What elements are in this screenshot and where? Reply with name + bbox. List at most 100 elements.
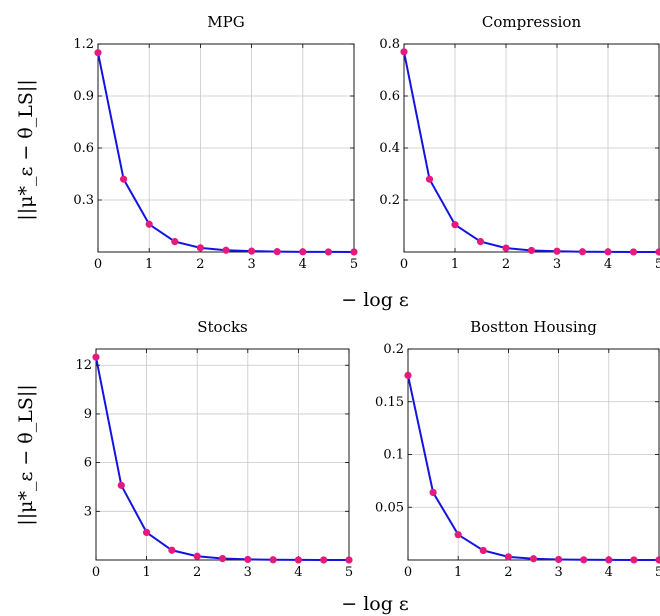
x-tick-label: 0 xyxy=(404,565,412,580)
y-tick-label: 0.15 xyxy=(375,395,404,410)
data-point xyxy=(119,175,128,183)
x-tick-label: 3 xyxy=(244,565,252,580)
data-point xyxy=(92,353,100,361)
data-point xyxy=(655,556,660,564)
data-point xyxy=(320,556,328,564)
x-tick-label: 3 xyxy=(247,257,255,272)
panel-title: MPG xyxy=(207,13,244,31)
y-tick-label: 0.6 xyxy=(379,89,400,104)
data-point xyxy=(324,248,333,256)
x-tick-label: 5 xyxy=(655,565,660,580)
y-axis-label-bottom: ||μ*_ε − θ_LS|| xyxy=(15,384,37,525)
y-axis-label-top: ||μ*_ε − θ_LS|| xyxy=(15,79,37,220)
series-line xyxy=(407,375,660,561)
series-line xyxy=(403,51,660,253)
series-line xyxy=(95,356,350,561)
y-tick-label: 0.05 xyxy=(375,500,404,515)
axes-frame xyxy=(95,348,350,561)
y-tick-label: 1.2 xyxy=(73,37,94,52)
y-tick-label: 0.3 xyxy=(73,193,94,208)
data-point xyxy=(580,556,588,564)
x-tick-label: 1 xyxy=(451,257,459,272)
y-tick-label: 0.1 xyxy=(383,448,404,463)
data-point xyxy=(578,248,587,256)
data-point xyxy=(145,220,153,228)
data-point xyxy=(476,238,485,246)
data-point xyxy=(479,546,487,555)
y-tick-label: 3 xyxy=(84,504,92,519)
x-tick-label: 0 xyxy=(400,257,408,272)
data-point xyxy=(269,556,277,564)
panel-mpg: 0 1 2 3 4 5 0.3 0.6 0.9 1.2 MPG xyxy=(73,13,358,272)
x-tick-label: 1 xyxy=(454,565,462,580)
data-point xyxy=(299,248,307,256)
data-point xyxy=(502,244,510,252)
data-point xyxy=(425,175,434,183)
data-point xyxy=(655,248,660,256)
data-point xyxy=(350,248,358,256)
y-tick-label: 0.2 xyxy=(379,193,400,208)
data-point xyxy=(529,555,538,563)
series-line xyxy=(97,52,355,253)
x-tick-label: 2 xyxy=(502,257,510,272)
x-tick-label: 3 xyxy=(553,257,561,272)
data-point xyxy=(630,556,638,564)
panel-title: Stocks xyxy=(197,318,248,336)
x-tick-label: 3 xyxy=(554,565,562,580)
x-tick-label: 4 xyxy=(294,565,302,580)
data-point xyxy=(554,555,563,564)
data-point xyxy=(94,49,102,57)
y-tick-label: 0.4 xyxy=(379,141,400,156)
data-point xyxy=(248,247,256,255)
y-tick-label: 9 xyxy=(84,407,92,422)
y-tick-label: 0.9 xyxy=(73,89,94,104)
data-point xyxy=(244,555,252,564)
data-point xyxy=(196,244,204,252)
x-tick-label: 0 xyxy=(94,257,102,272)
data-point xyxy=(273,248,281,256)
data-point xyxy=(504,553,513,561)
data-point xyxy=(117,481,125,489)
panel-compression: 0 1 2 3 4 5 0.2 0.4 0.6 0.8 Compression xyxy=(379,13,660,272)
y-tick-label: 0.8 xyxy=(379,37,400,52)
y-tick-label: 6 xyxy=(84,456,92,471)
y-tick-label: 0.6 xyxy=(73,141,94,156)
x-axis-label-top: − log ε xyxy=(341,289,409,311)
data-point xyxy=(629,248,638,256)
data-point xyxy=(171,238,179,246)
x-tick-label: 1 xyxy=(145,257,153,272)
data-point xyxy=(400,48,408,56)
x-tick-label: 5 xyxy=(350,257,358,272)
x-tick-label: 0 xyxy=(92,565,100,580)
data-point xyxy=(404,371,412,379)
data-point xyxy=(193,552,201,560)
x-tick-label: 5 xyxy=(655,257,660,272)
x-tick-label: 2 xyxy=(504,565,512,580)
x-tick-label: 1 xyxy=(142,565,150,580)
data-point xyxy=(604,248,612,256)
data-point xyxy=(143,528,151,537)
panel-title: Compression xyxy=(482,13,582,31)
data-point xyxy=(429,488,437,497)
y-tick-label: 0.2 xyxy=(383,342,404,357)
x-tick-label: 4 xyxy=(605,565,613,580)
data-point xyxy=(451,221,459,229)
x-axis-label-bottom: − log ε xyxy=(341,593,409,615)
data-point xyxy=(527,246,536,255)
data-point xyxy=(294,556,303,564)
x-tick-label: 2 xyxy=(193,565,201,580)
panel-boston-housing: 0 1 2 3 4 5 0.05 0.1 0.15 0.2 Bostton Housing xyxy=(375,318,660,580)
data-point xyxy=(345,556,353,564)
x-tick-label: 4 xyxy=(299,257,307,272)
data-point xyxy=(218,554,227,563)
y-tick-label: 12 xyxy=(75,358,92,373)
data-point xyxy=(222,246,230,254)
x-tick-label: 4 xyxy=(604,257,612,272)
x-tick-label: 5 xyxy=(345,565,353,580)
panel-title: Bostton Housing xyxy=(470,318,597,336)
data-point xyxy=(553,247,561,255)
x-tick-label: 2 xyxy=(196,257,204,272)
data-point xyxy=(168,546,176,554)
